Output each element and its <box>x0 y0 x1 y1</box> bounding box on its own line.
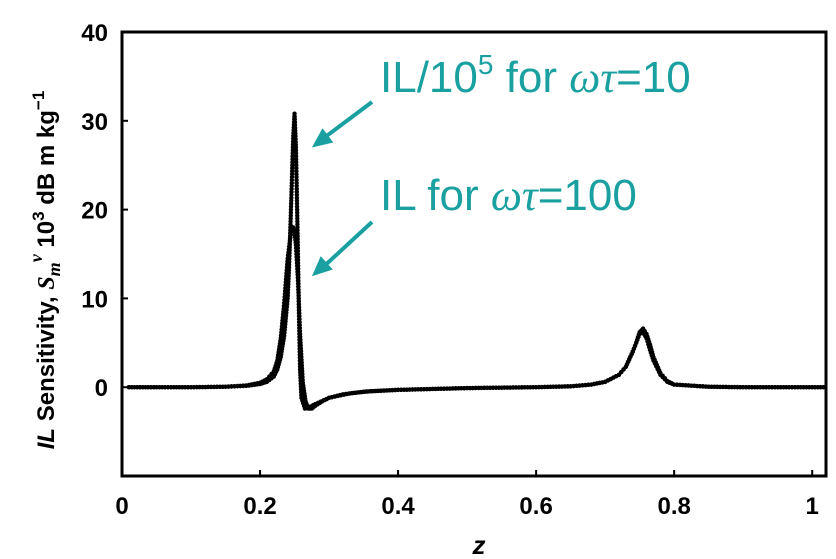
annotation-omega-tau-10: IL/105 for ωτ=10 <box>380 49 691 102</box>
x-tick-label: 0.6 <box>519 493 552 520</box>
annotation-1-main: IL/10 <box>380 53 478 102</box>
x-axis-label: z <box>472 530 486 559</box>
annotation-arrow-shaft <box>320 100 374 142</box>
x-tick-labels: 0 0.2 0.4 0.6 0.8 1 <box>115 493 819 520</box>
y-tick-labels: 0 10 20 30 40 <box>81 20 108 402</box>
plot-area-frame <box>120 30 828 478</box>
annotation-omega-tau-100: IL for ωτ=100 <box>380 171 637 220</box>
y-axis-label: IL Sensitivity, Smv 103 dB m kg−1 <box>26 91 64 450</box>
annotation-arrows <box>311 100 374 277</box>
y-axis-label-superscript: v <box>26 253 46 262</box>
annotation-2-main: IL <box>380 171 416 220</box>
series-1-points <box>126 111 826 411</box>
x-tick-label: 0.4 <box>381 493 415 520</box>
y-axis-label-units-exp: 3 <box>29 211 48 220</box>
annotation-arrow-head <box>311 256 333 277</box>
annotation-2-mid: for <box>415 171 491 220</box>
annotation-1-greek: ωτ <box>569 53 618 102</box>
annotation-arrow-shaft <box>320 220 374 270</box>
y-tick-label: 40 <box>81 20 108 47</box>
y-tick-label: 20 <box>81 198 108 225</box>
annotation-1-end: =10 <box>616 53 691 102</box>
y-axis-label-symbol: S <box>34 276 60 289</box>
y-tick-label: 0 <box>95 375 108 402</box>
x-tick-label: 0 <box>115 493 128 520</box>
y-axis-label-main: Sensitivity, <box>33 290 60 428</box>
annotation-arrow-head <box>311 128 334 148</box>
y-tick-label: 30 <box>81 109 108 136</box>
y-axis-label-units-exp2: −1 <box>29 91 48 110</box>
y-axis-label-subscript: m <box>44 262 64 276</box>
tick-marks <box>121 31 814 476</box>
x-tick-label: 1 <box>806 493 819 520</box>
y-axis-label-prefix: IL <box>33 428 60 449</box>
annotation-1-sup: 5 <box>478 49 494 80</box>
series-2-points <box>126 225 826 411</box>
annotations: IL/105 for ωτ=10 IL for ωτ=100 <box>311 49 691 277</box>
x-tick-label: 0.2 <box>243 493 276 520</box>
data-points <box>126 111 826 411</box>
y-axis-label-units-rest: dB m kg <box>33 110 60 211</box>
x-tick-label: 0.8 <box>657 493 690 520</box>
annotation-2-greek: ωτ <box>491 171 540 220</box>
annotation-2-end: =100 <box>538 171 637 220</box>
y-tick-label: 10 <box>81 286 108 313</box>
data-point <box>821 385 826 390</box>
y-axis-label-units-base: 10 <box>33 221 60 254</box>
annotation-1-mid: for <box>493 53 569 102</box>
